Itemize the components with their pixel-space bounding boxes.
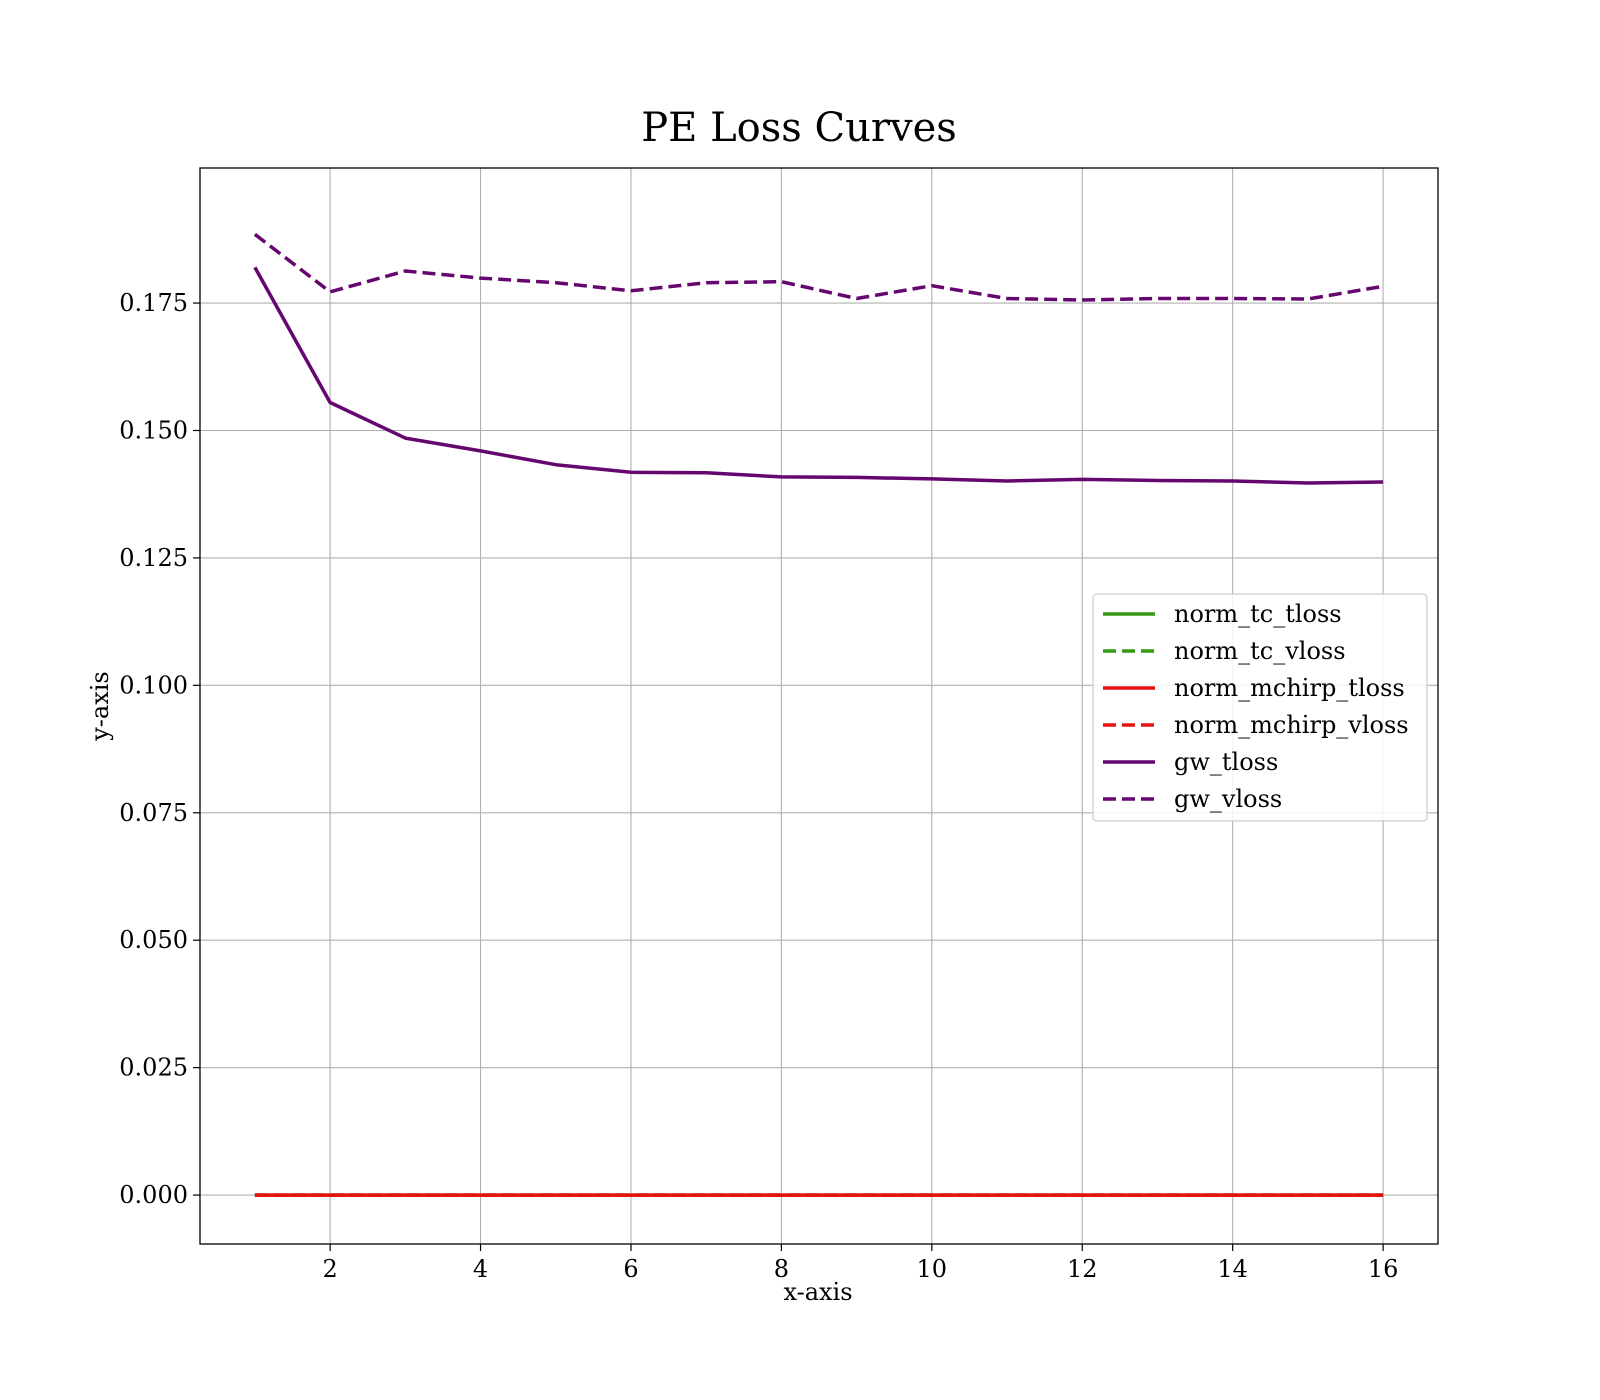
series-lines <box>253 232 1384 485</box>
x-tick-label: 14 <box>1217 1255 1248 1283</box>
legend-label: norm_tc_tloss <box>1174 600 1342 628</box>
legend-box <box>1092 593 1428 822</box>
series-line-gw-tloss <box>253 266 1384 485</box>
x-axis-ticks: 2 4 6 8 10 12 14 16 <box>322 1244 1398 1283</box>
x-tick-label: 4 <box>473 1255 488 1283</box>
y-tick-label: 0.175 <box>119 289 188 317</box>
y-tick-label: 0.125 <box>119 544 188 572</box>
x-tick-label: 10 <box>917 1255 948 1283</box>
legend-label: norm_mchirp_vloss <box>1174 711 1409 739</box>
plot-frame <box>199 167 1439 1245</box>
y-tick-label: 0.150 <box>119 417 188 445</box>
x-tick-label: 12 <box>1067 1255 1098 1283</box>
legend-label: gw_vloss <box>1174 785 1282 813</box>
legend: norm_tc_tloss norm_tc_vloss norm_mchirp_tl… <box>1092 593 1428 822</box>
x-axis-label: x-axis <box>783 1278 852 1306</box>
x-tick-label: 2 <box>322 1255 337 1283</box>
x-tick-label: 16 <box>1368 1255 1399 1283</box>
y-tick-label: 0.100 <box>119 671 188 699</box>
x-tick-label: 8 <box>774 1255 789 1283</box>
x-tick-label: 6 <box>623 1255 638 1283</box>
series-line-gw-vloss <box>253 232 1384 302</box>
legend-label: norm_tc_vloss <box>1174 637 1346 665</box>
y-axis-label: y-axis <box>86 671 114 742</box>
y-axis-ticks: 0.000 0.025 0.050 0.075 0.100 0.125 0.150 0.175 <box>119 289 200 1209</box>
y-tick-label: 0.075 <box>119 799 188 827</box>
y-tick-label: 0.025 <box>119 1054 188 1082</box>
legend-label: norm_mchirp_tloss <box>1174 674 1405 702</box>
y-tick-label: 0.000 <box>119 1181 188 1209</box>
chart-title: PE Loss Curves <box>641 105 957 151</box>
legend-label: gw_tloss <box>1174 748 1278 776</box>
y-tick-label: 0.050 <box>119 926 188 954</box>
